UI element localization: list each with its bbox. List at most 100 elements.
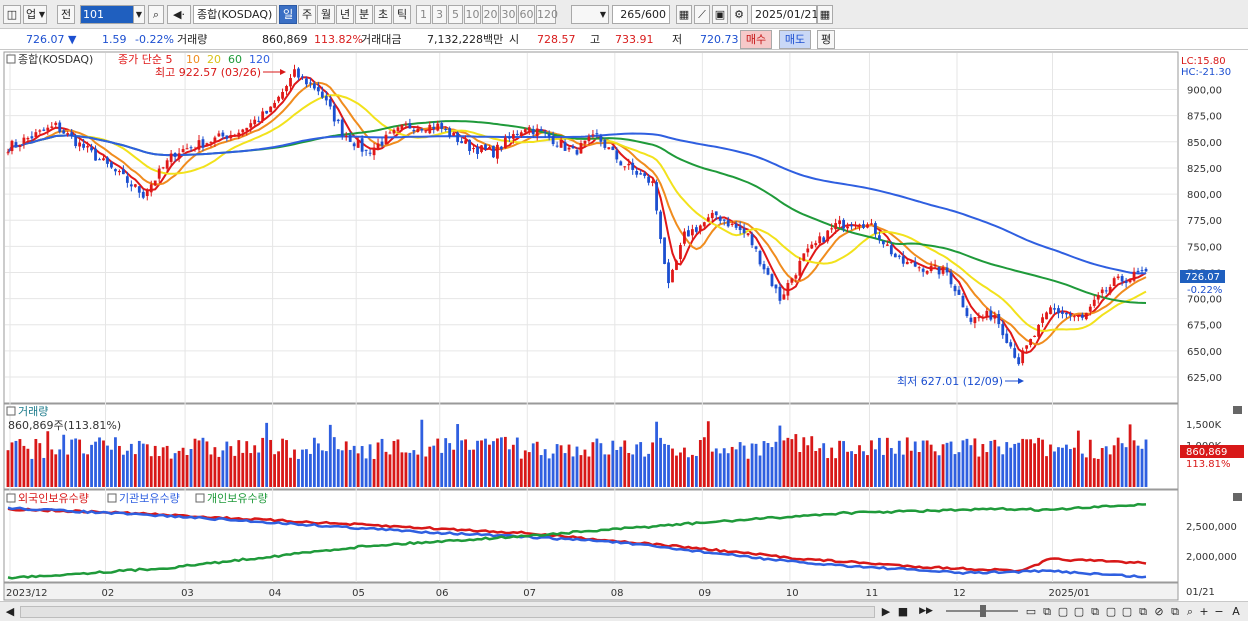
period-tab-1[interactable]: 주 (298, 5, 316, 24)
candle-body (710, 212, 714, 219)
x-tick-label: 04 (269, 588, 282, 599)
eval-button[interactable]: 평 (817, 30, 835, 49)
interval-select[interactable]: ▼ (571, 5, 609, 24)
volume-bar (531, 443, 535, 487)
candle-body (726, 220, 730, 227)
fast-forward-button[interactable]: ▶▶ (919, 606, 933, 616)
candle-body (1013, 348, 1017, 358)
volume-bar (822, 443, 826, 487)
candle-body (603, 139, 607, 148)
code-input[interactable]: 101 (80, 5, 134, 24)
candle-body (1124, 280, 1128, 284)
candle-body (615, 150, 619, 160)
zoom-in-button[interactable]: + (1199, 605, 1209, 618)
zoom-slider-handle[interactable] (980, 605, 986, 617)
search-icon[interactable]: ⌕ (1186, 605, 1194, 618)
zoom-out-button[interactable]: − (1214, 605, 1224, 618)
interval-tab-3[interactable]: 10 (464, 5, 481, 24)
candle-body (1112, 278, 1116, 286)
interval-tab-2[interactable]: 5 (448, 5, 463, 24)
candle-body (607, 147, 611, 150)
candle-body (197, 140, 201, 150)
close-icon[interactable] (1233, 493, 1242, 501)
search-icon[interactable]: ⌕ (148, 5, 164, 24)
interval-tab-7[interactable]: 120 (536, 5, 558, 24)
layout-icon[interactable]: ⧉ (1139, 605, 1147, 618)
scrollbar[interactable]: ◀ ▶ ■ ▶▶ ▭ ⧉ ▢ ▢ ⧉ ▢ ▢ ⧉ ⊘ ⧉ ⌕ + − A (0, 601, 1248, 621)
layout-icon[interactable]: ▭ (1025, 605, 1037, 618)
count-field[interactable]: 265/600 (612, 5, 670, 24)
interval-tab-4[interactable]: 20 (482, 5, 499, 24)
candle-body (806, 248, 810, 253)
date-field[interactable]: 2025/01/21 (751, 5, 818, 24)
close-icon[interactable] (1233, 406, 1242, 414)
candle-body (798, 260, 802, 276)
volume-bar (440, 452, 444, 487)
interval-tab-5[interactable]: 30 (500, 5, 517, 24)
buy-button[interactable]: 매수 (740, 30, 772, 49)
scroll-left-arrow[interactable]: ◀ (5, 605, 15, 618)
panel-toggle-icon[interactable] (195, 493, 205, 503)
window-icon[interactable]: ◫ (3, 5, 21, 24)
calendar-icon[interactable]: ▦ (817, 5, 833, 24)
volume-bar (50, 449, 54, 487)
layout-icon[interactable]: ⧉ (1171, 605, 1179, 618)
chevron-down-icon[interactable]: ▼ (133, 5, 145, 24)
volume-bar (742, 445, 746, 487)
panel-toggle-icon[interactable] (6, 54, 16, 64)
volume-bar (623, 440, 627, 487)
layout-icon[interactable]: ▢ (1121, 605, 1133, 618)
volume-bar (14, 440, 18, 487)
layout-icon[interactable]: ⧉ (1043, 605, 1051, 618)
candle-body (878, 235, 881, 240)
auto-button[interactable]: A (1232, 605, 1240, 618)
candle-body (973, 317, 977, 324)
speaker-icon[interactable]: ◀· (167, 5, 191, 24)
market-select[interactable]: 업 ▼ (23, 5, 47, 24)
interval-tab-1[interactable]: 3 (432, 5, 447, 24)
period-tab-0[interactable]: 일 (279, 5, 297, 24)
volume-bar (810, 436, 814, 487)
volume-bar (70, 439, 74, 487)
panel-toggle-icon[interactable] (6, 406, 16, 416)
play-button[interactable]: ▶ (881, 605, 891, 618)
max-price-label: 최고 922.57 (03/26) (155, 66, 261, 79)
period-tab-3[interactable]: 년 (336, 5, 354, 24)
period-tab-4[interactable]: 분 (355, 5, 373, 24)
layout-icon[interactable]: ▢ (1105, 605, 1117, 618)
layout-icon[interactable]: ▢ (1073, 605, 1085, 618)
candle-body (559, 140, 563, 148)
panel-toggle-icon[interactable] (107, 493, 117, 503)
candle-body (643, 173, 647, 176)
layout-icon[interactable]: ▢ (1057, 605, 1069, 618)
prev-button[interactable]: 전 (57, 5, 75, 24)
period-tab-5[interactable]: 초 (374, 5, 392, 24)
volume-bar (396, 439, 400, 487)
layout-icon[interactable]: ⊘ (1154, 605, 1164, 618)
volume-bar (511, 444, 515, 487)
sell-button[interactable]: 매도 (779, 30, 811, 49)
y-tick-label: 700,00 (1187, 295, 1222, 306)
stop-button[interactable]: ■ (897, 605, 909, 618)
volume-bar (273, 454, 276, 487)
save-icon[interactable]: ▣ (712, 5, 728, 24)
interval-tab-0[interactable]: 1 (416, 5, 431, 24)
candle-body (352, 143, 356, 147)
candle-body (169, 153, 173, 162)
volume-bar (997, 446, 1001, 487)
volume-bar (814, 450, 818, 487)
candle-body (675, 260, 678, 270)
draw-icon[interactable]: ⟋ (694, 5, 710, 24)
scroll-track[interactable] (20, 606, 875, 618)
period-tab-2[interactable]: 월 (317, 5, 335, 24)
panel-toggle-icon[interactable] (6, 493, 16, 503)
volume-bar (1029, 439, 1033, 487)
layout-icon[interactable]: ⧉ (1091, 605, 1099, 618)
grid-icon[interactable]: ▦ (676, 5, 692, 24)
interval-tab-6[interactable]: 60 (518, 5, 535, 24)
candle-body (858, 224, 861, 226)
stock-chart[interactable]: 900,00 875,00 850,00 825,00 800,00 775,00 750,… (0, 51, 1248, 601)
candle-body (893, 253, 897, 258)
gear-icon[interactable]: ⚙ (730, 5, 748, 24)
period-tab-6[interactable]: 틱 (393, 5, 411, 24)
